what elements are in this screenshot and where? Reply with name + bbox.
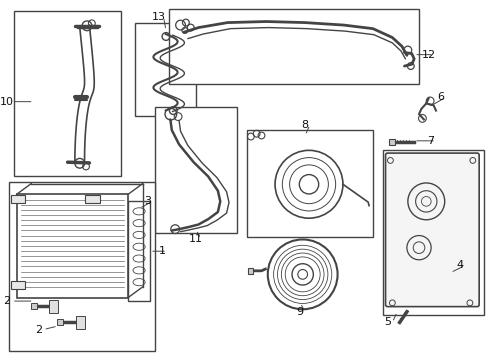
Text: 13: 13 <box>152 12 166 22</box>
Text: 11: 11 <box>189 234 203 244</box>
Bar <box>31 303 37 309</box>
Text: 4: 4 <box>457 261 464 270</box>
Bar <box>155 107 237 233</box>
Bar <box>14 11 121 176</box>
Bar <box>170 9 419 84</box>
Text: 8: 8 <box>301 120 309 130</box>
FancyBboxPatch shape <box>386 153 479 307</box>
Text: 5: 5 <box>384 318 391 328</box>
Bar <box>76 316 85 329</box>
Text: 1: 1 <box>159 246 166 256</box>
Text: 12: 12 <box>422 50 436 60</box>
Text: 6: 6 <box>438 93 444 102</box>
Bar <box>389 139 395 145</box>
Bar <box>247 130 373 237</box>
Bar <box>11 195 25 203</box>
Bar <box>9 182 155 351</box>
Bar <box>49 300 58 313</box>
Text: 10: 10 <box>0 96 14 107</box>
Text: 7: 7 <box>428 136 435 146</box>
Text: 2: 2 <box>35 325 42 334</box>
Bar <box>383 150 485 315</box>
Text: 9: 9 <box>297 307 304 317</box>
Text: 3: 3 <box>144 196 151 206</box>
Bar <box>135 23 196 116</box>
Bar <box>57 319 63 325</box>
Bar <box>11 282 25 289</box>
Bar <box>17 194 128 297</box>
Text: 2: 2 <box>3 296 11 306</box>
Bar <box>128 201 150 301</box>
Bar <box>248 268 253 274</box>
Bar <box>85 195 99 203</box>
